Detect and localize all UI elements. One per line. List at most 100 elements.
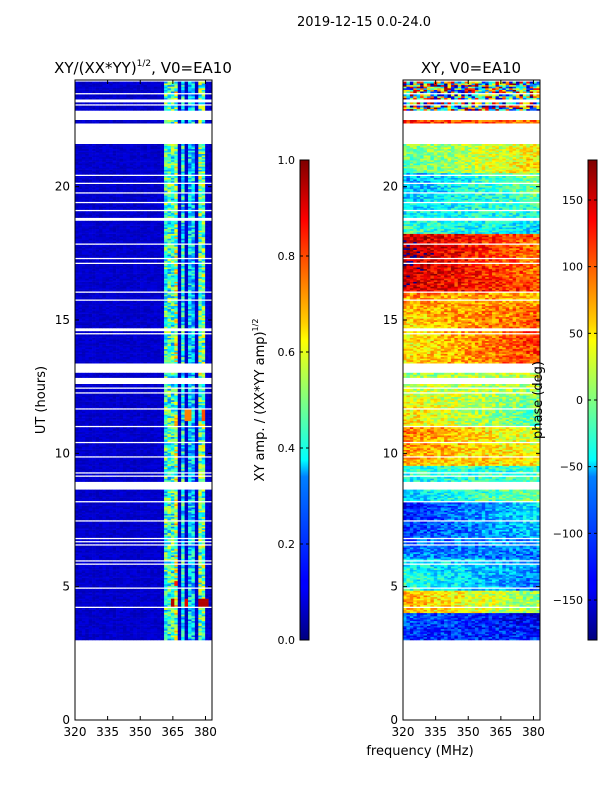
heatmap-cell	[191, 522, 195, 524]
heatmap-cell	[75, 474, 79, 476]
heatmap-cell	[144, 546, 148, 548]
heatmap-cell	[99, 562, 103, 564]
heatmap-cell	[174, 474, 178, 476]
heatmap-cell	[185, 490, 189, 492]
heatmap-cell	[120, 608, 124, 610]
heatmap-cell	[202, 608, 206, 610]
heatmap-cell	[150, 539, 154, 541]
heatmap-cell	[99, 589, 103, 591]
heatmap-cell	[195, 589, 199, 591]
heatmap-cell	[164, 608, 168, 610]
heatmap-cell	[92, 542, 96, 544]
heatmap-cell	[96, 490, 100, 492]
heatmap-cell	[106, 562, 110, 564]
heatmap-cell	[92, 589, 96, 591]
heatmap-cell	[116, 546, 120, 548]
heatmap-cell	[144, 542, 148, 544]
heatmap-cell	[116, 562, 120, 564]
heatmap-cell	[78, 608, 82, 610]
heatmap-cell	[195, 542, 199, 544]
heatmap-cell	[89, 477, 93, 479]
heatmap-cell	[126, 608, 130, 610]
heatmap-cell	[96, 542, 100, 544]
heatmap-cell	[174, 589, 178, 591]
heatmap-cell	[202, 546, 206, 548]
heatmap-cell	[92, 477, 96, 479]
heatmap-cell	[96, 502, 100, 504]
heatmap-cell	[157, 522, 161, 524]
heatmap-cell	[202, 502, 206, 504]
heatmap-cell	[150, 546, 154, 548]
heatmap-cell	[102, 565, 106, 567]
heatmap-cell	[137, 502, 141, 504]
heatmap-cell	[120, 477, 124, 479]
heatmap-cell	[202, 539, 206, 541]
heatmap-cell	[154, 474, 158, 476]
heatmap-cell	[75, 458, 79, 460]
heatmap-cell	[191, 539, 195, 541]
heatmap-cell	[205, 539, 209, 541]
heatmap-cell	[181, 562, 185, 564]
heatmap-cell	[85, 542, 89, 544]
heatmap-cell	[92, 565, 96, 567]
heatmap-cell	[185, 474, 189, 476]
heatmap-cell	[157, 546, 161, 548]
heatmap-cell	[126, 490, 130, 492]
heatmap-cell	[89, 539, 93, 541]
heatmap-cell	[130, 608, 134, 610]
heatmap-cell	[164, 477, 168, 479]
heatmap-cell	[147, 608, 151, 610]
heatmap-cell	[78, 539, 82, 541]
heatmap-cell	[140, 562, 144, 564]
heatmap-cell	[123, 565, 127, 567]
heatmap-cell	[75, 589, 79, 591]
heatmap-cell	[154, 608, 158, 610]
heatmap-cell	[195, 546, 199, 548]
heatmap-cell	[205, 474, 209, 476]
heatmap-cell	[123, 522, 127, 524]
heatmap-cell	[147, 502, 151, 504]
heatmap-cell	[205, 522, 209, 524]
heatmap-cell	[198, 608, 202, 610]
heatmap-cell	[161, 502, 165, 504]
heatmap-cell	[123, 490, 127, 492]
heatmap-cell	[188, 474, 192, 476]
heatmap-cell	[147, 477, 151, 479]
heatmap-cell	[102, 608, 106, 610]
heatmap-cell	[130, 565, 134, 567]
heatmap-cell	[188, 502, 192, 504]
heatmap-cell	[89, 562, 93, 564]
heatmap-cell	[150, 562, 154, 564]
heatmap-cell	[154, 565, 158, 567]
heatmap-cell	[150, 490, 154, 492]
heatmap-cell	[178, 608, 182, 610]
heatmap-cell	[147, 589, 151, 591]
heatmap-cell	[198, 539, 202, 541]
heatmap-cell	[164, 502, 168, 504]
heatmap-cell	[130, 490, 134, 492]
heatmap-cell	[167, 522, 171, 524]
heatmap-cell	[133, 477, 137, 479]
heatmap-cell	[185, 477, 189, 479]
heatmap-cell	[126, 539, 130, 541]
heatmap-cell	[133, 502, 137, 504]
heatmap-cell	[178, 565, 182, 567]
heatmap-cell	[178, 502, 182, 504]
heatmap-cell	[116, 565, 120, 567]
heatmap-cell	[164, 546, 168, 548]
heatmap-cell	[188, 546, 192, 548]
heatmap-cell	[178, 562, 182, 564]
heatmap-cell	[167, 539, 171, 541]
heatmap-cell	[164, 565, 168, 567]
heatmap-cell	[96, 522, 100, 524]
heatmap-cell	[161, 522, 165, 524]
heatmap-cell	[154, 589, 158, 591]
heatmap-cell	[123, 562, 127, 564]
heatmap-cell	[99, 474, 103, 476]
heatmap-cell	[171, 565, 175, 567]
heatmap-cell	[202, 477, 206, 479]
heatmap-cell	[116, 589, 120, 591]
heatmap-cell	[133, 546, 137, 548]
heatmap-cell	[178, 522, 182, 524]
heatmap-cell	[181, 477, 185, 479]
